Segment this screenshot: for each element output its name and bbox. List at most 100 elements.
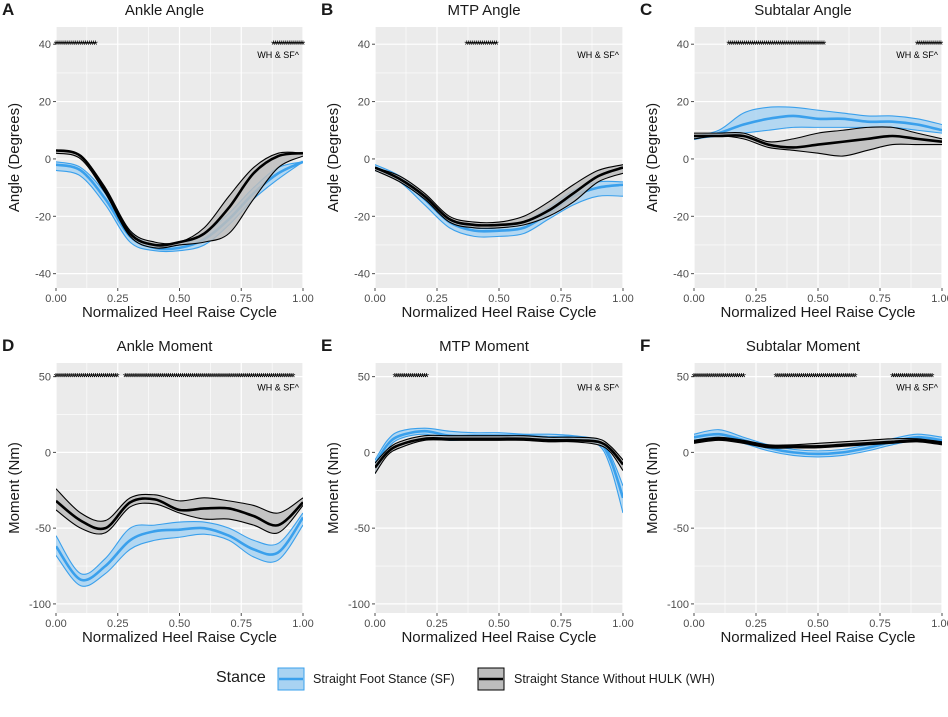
- significance-marker: *: [827, 371, 832, 385]
- significance-marker: *: [476, 38, 481, 52]
- significance-marker: *: [210, 371, 215, 385]
- significance-marker: *: [99, 371, 104, 385]
- significance-marker: *: [66, 371, 71, 385]
- x-tick-label: 0.75: [869, 293, 890, 305]
- x-tick-label: 0.50: [169, 293, 190, 305]
- significance-marker: *: [291, 38, 296, 52]
- significance-marker: *: [736, 38, 741, 52]
- significance-marker: *: [482, 38, 487, 52]
- x-tick-label: 0.50: [169, 618, 190, 630]
- significance-marker: *: [723, 371, 728, 385]
- significance-marker: *: [259, 371, 264, 385]
- significance-marker: *: [468, 38, 473, 52]
- significance-marker: *: [81, 371, 86, 385]
- significance-marker: *: [809, 371, 814, 385]
- y-tick-label: 50: [358, 372, 370, 384]
- significance-marker: *: [204, 371, 209, 385]
- significance-marker: *: [222, 371, 227, 385]
- significance-marker: *: [768, 38, 773, 52]
- mean-line-wh: [694, 437, 942, 448]
- significance-marker: *: [156, 371, 161, 385]
- significance-marker: *: [694, 371, 699, 385]
- x-axis-label: Normalized Heel Raise Cycle: [82, 629, 277, 646]
- band-sf: [694, 106, 942, 139]
- x-tick-label: 0.25: [745, 618, 766, 630]
- y-tick-label: 40: [677, 39, 689, 51]
- significance-marker: *: [818, 38, 823, 52]
- significance-marker: *: [73, 38, 78, 52]
- significance-marker: *: [770, 38, 775, 52]
- significance-marker: *: [752, 38, 757, 52]
- y-tick-label: -50: [673, 523, 689, 535]
- significance-marker: *: [64, 371, 69, 385]
- significance-marker: *: [472, 38, 477, 52]
- significance-marker: *: [781, 371, 786, 385]
- significance-marker: *: [111, 371, 116, 385]
- significance-marker: *: [923, 38, 928, 52]
- significance-marker: *: [212, 371, 217, 385]
- significance-marker: *: [839, 371, 844, 385]
- x-tick-label: 0.75: [869, 618, 890, 630]
- y-tick-label: -50: [354, 523, 370, 535]
- legend-label-sf: Straight Foot Stance (SF): [313, 672, 455, 686]
- significance-marker: *: [730, 38, 735, 52]
- significance-marker: *: [778, 38, 783, 52]
- significance-marker: *: [196, 371, 201, 385]
- significance-marker: *: [762, 38, 767, 52]
- panel-title: Ankle Angle: [125, 2, 204, 19]
- significance-marker: *: [721, 371, 726, 385]
- significance-marker: *: [774, 38, 779, 52]
- x-tick-label: 0.75: [231, 618, 252, 630]
- y-tick-label: -40: [673, 269, 689, 281]
- significance-marker: *: [123, 371, 128, 385]
- significance-marker: *: [71, 371, 76, 385]
- significance-marker: *: [735, 371, 740, 385]
- significance-marker: *: [398, 371, 403, 385]
- x-tick-label: 0.75: [550, 618, 571, 630]
- significance-marker: *: [168, 371, 173, 385]
- significance-marker: *: [764, 38, 769, 52]
- significance-marker: *: [734, 38, 739, 52]
- significance-marker: *: [176, 371, 181, 385]
- band-wh: [56, 488, 303, 535]
- significance-marker: *: [706, 371, 711, 385]
- significance-marker: *: [787, 371, 792, 385]
- significance-marker: *: [785, 371, 790, 385]
- annotation: WH & SF^: [896, 50, 938, 60]
- significance-marker: *: [799, 371, 804, 385]
- significance-marker: *: [77, 371, 82, 385]
- annotation: WH & SF^: [257, 50, 299, 60]
- significance-marker: *: [930, 371, 935, 385]
- y-tick-label: -100: [348, 599, 370, 611]
- significance-marker: *: [394, 371, 399, 385]
- significance-marker: *: [851, 371, 856, 385]
- y-axis-label: Moment (Nm): [325, 442, 342, 534]
- significance-marker: *: [792, 38, 797, 52]
- significance-marker: *: [125, 371, 130, 385]
- significance-marker: *: [733, 371, 738, 385]
- mean-line-wh: [375, 166, 623, 227]
- significance-marker: *: [79, 38, 84, 52]
- significance-marker: *: [729, 371, 734, 385]
- significance-marker: *: [833, 371, 838, 385]
- significance-marker: *: [87, 38, 92, 52]
- significance-marker: *: [251, 371, 256, 385]
- significance-marker: *: [277, 38, 282, 52]
- significance-marker: *: [233, 371, 238, 385]
- significance-marker: *: [933, 38, 938, 52]
- significance-marker: *: [790, 38, 795, 52]
- significance-markers: **************************: [692, 371, 747, 385]
- significance-marker: *: [85, 371, 90, 385]
- x-tick-label: 0.50: [807, 618, 828, 630]
- significance-markers: ********************************: [54, 371, 120, 385]
- lower-line-sf: [56, 161, 303, 253]
- significance-marker: *: [279, 371, 284, 385]
- annotation: WH & SF^: [896, 383, 938, 393]
- significance-marker: *: [725, 371, 730, 385]
- significance-marker: *: [902, 371, 907, 385]
- significance-marker: *: [898, 371, 903, 385]
- significance-marker: *: [202, 371, 207, 385]
- y-tick-label: 0: [364, 447, 370, 459]
